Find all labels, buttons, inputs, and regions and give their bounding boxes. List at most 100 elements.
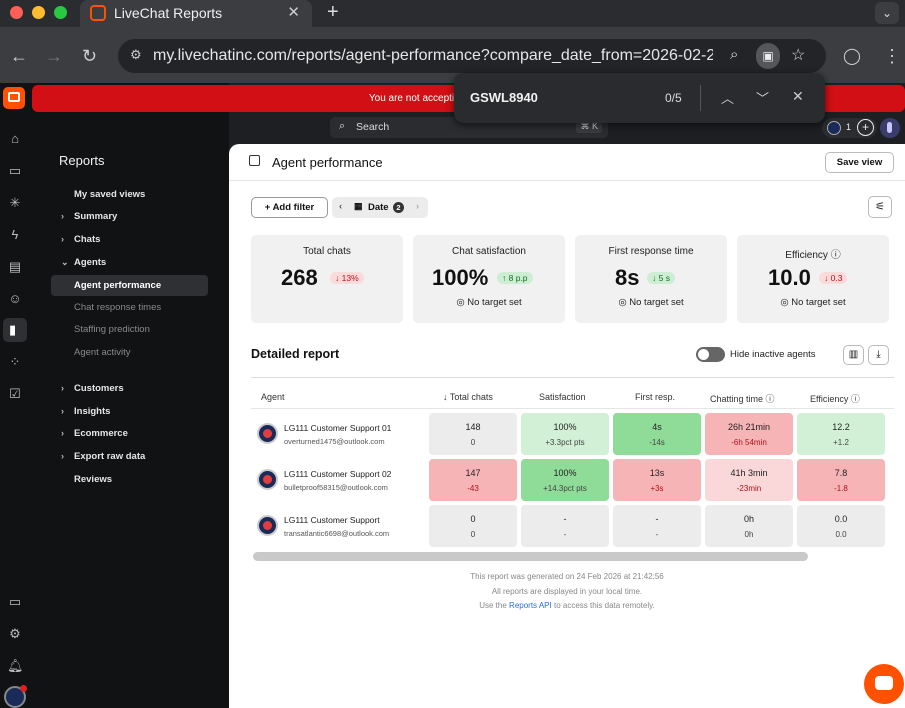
main-panel: Agent performance Save view + Add filter… bbox=[229, 144, 905, 708]
sidebar-item-label: Agent performance bbox=[74, 280, 162, 291]
kpi-card-first-response-time: First response time 8s ↓ 5 s ◎ No target… bbox=[575, 235, 727, 323]
sidebar-item-label: Staffing prediction bbox=[74, 324, 150, 335]
new-tab-button[interactable]: + bbox=[327, 1, 339, 23]
info-icon[interactable]: ⓘ bbox=[765, 394, 775, 404]
columns-icon[interactable]: ▥ bbox=[843, 345, 864, 365]
kpi-delta: 13% bbox=[341, 273, 359, 283]
sidebar-item-label: Reviews bbox=[74, 474, 113, 485]
billing-icon[interactable]: ▭ bbox=[8, 594, 22, 609]
bookmark-star-icon[interactable]: ☆ bbox=[791, 47, 806, 64]
sidebar-item-chat-response-times[interactable]: Chat response times bbox=[51, 297, 208, 318]
customize-icon[interactable]: ⚟ bbox=[868, 196, 892, 218]
forward-button[interactable]: → bbox=[45, 46, 63, 66]
col-agent[interactable]: Agent bbox=[261, 392, 285, 402]
sidebar-item-reviews[interactable]: Reviews bbox=[51, 469, 208, 490]
col-first-resp[interactable]: First resp. bbox=[635, 392, 676, 402]
reports-api-link[interactable]: Reports API bbox=[509, 601, 552, 610]
team-status-widget[interactable]: 1 + bbox=[822, 118, 877, 138]
col-total-chats[interactable]: ↓ Total chats bbox=[443, 392, 493, 402]
kpi-foot-text: No target set bbox=[791, 297, 846, 308]
sidebar-toggle-icon[interactable] bbox=[249, 155, 260, 166]
tasks-icon[interactable]: ☑ bbox=[9, 386, 21, 401]
home-icon[interactable]: ⌂ bbox=[11, 131, 19, 146]
date-filter-chip[interactable]: ‹ ▦ Date 2 › bbox=[332, 197, 428, 218]
chats-icon[interactable]: ▭ bbox=[8, 163, 22, 178]
chevron-right-icon: › bbox=[61, 451, 64, 461]
reports-nav-button[interactable]: ▮ bbox=[3, 318, 27, 342]
date-label: Date bbox=[368, 202, 389, 213]
copilot-button[interactable] bbox=[880, 118, 900, 138]
kpi-value: 268 bbox=[281, 265, 318, 290]
hide-inactive-toggle[interactable] bbox=[696, 347, 725, 362]
sidebar-item-label: Summary bbox=[74, 211, 118, 222]
cell-value: 147 bbox=[465, 468, 481, 478]
minimize-window-icon[interactable] bbox=[32, 6, 45, 19]
page-info-icon[interactable]: ▣ bbox=[756, 43, 780, 69]
add-icon[interactable]: + bbox=[857, 119, 874, 136]
col-satisfaction[interactable]: Satisfaction bbox=[539, 392, 586, 402]
chevron-right-icon[interactable]: › bbox=[416, 201, 420, 212]
cell-delta: - bbox=[563, 530, 567, 539]
cell-total-chats: 147 -43 bbox=[429, 459, 517, 501]
col-chatting-time[interactable]: Chatting time ⓘ bbox=[710, 392, 775, 405]
target-icon: ◎ bbox=[618, 297, 630, 308]
engage-icon[interactable]: ✳ bbox=[9, 195, 21, 210]
save-view-button[interactable]: Save view bbox=[825, 152, 894, 173]
info-icon[interactable]: ⓘ bbox=[830, 250, 841, 261]
site-settings-icon[interactable]: ⚙ bbox=[130, 47, 142, 62]
sidebar-item-summary[interactable]: › Summary bbox=[51, 206, 208, 227]
cell-delta: +14.3pct pts bbox=[543, 484, 587, 493]
cell-value: 0.0 bbox=[834, 514, 848, 524]
close-tab-icon[interactable]: ✕ bbox=[287, 4, 300, 21]
close-window-icon[interactable] bbox=[10, 6, 23, 19]
download-icon[interactable]: ⤓ bbox=[868, 345, 889, 365]
livechat-logo-icon[interactable] bbox=[3, 87, 25, 109]
zoom-icon[interactable]: ⌕ bbox=[730, 46, 739, 63]
find-close-icon[interactable]: ✕ bbox=[792, 88, 804, 104]
col-efficiency[interactable]: Efficiency ⓘ bbox=[810, 392, 860, 405]
chevron-left-icon[interactable]: ‹ bbox=[339, 201, 343, 212]
sidebar-item-staffing-prediction[interactable]: Staffing prediction bbox=[51, 319, 208, 340]
sidebar-item-customers[interactable]: › Customers bbox=[51, 378, 208, 399]
add-filter-button[interactable]: + Add filter bbox=[251, 197, 328, 218]
notifications-icon[interactable]: 🔔︎ bbox=[7, 658, 24, 673]
find-prev-icon[interactable]: ︿ bbox=[721, 91, 735, 106]
url-field[interactable]: ⚙ my.livechatinc.com/reports/agent-perfo… bbox=[118, 39, 826, 73]
team-icon[interactable]: ☺ bbox=[8, 291, 22, 306]
sidebar-item-chats[interactable]: › Chats bbox=[51, 229, 208, 250]
cell-delta: - bbox=[655, 530, 659, 539]
horizontal-scrollbar[interactable] bbox=[253, 552, 808, 561]
target-icon: ◎ bbox=[780, 297, 792, 308]
archives-icon[interactable]: ▤ bbox=[8, 259, 22, 274]
tab-list-button[interactable]: ⌄ bbox=[875, 2, 899, 24]
automation-icon[interactable]: ϟ bbox=[11, 227, 19, 242]
chat-widget-button[interactable] bbox=[864, 664, 904, 704]
kpi-foot: ◎ No target set bbox=[737, 297, 889, 308]
sidebar-item-agent-activity[interactable]: Agent activity bbox=[51, 342, 208, 363]
browser-tab[interactable]: LiveChat Reports ✕ bbox=[80, 0, 312, 27]
user-avatar[interactable] bbox=[4, 685, 27, 708]
kpi-foot: ◎ No target set bbox=[575, 297, 727, 308]
reload-button[interactable]: ↻ bbox=[82, 46, 98, 66]
kpi-title: Efficiency ⓘ bbox=[737, 246, 889, 261]
kpi-title: Total chats bbox=[303, 246, 351, 257]
sidebar-item-ecommerce[interactable]: › Ecommerce bbox=[51, 423, 208, 444]
sidebar-item-agents[interactable]: ⌄ Agents bbox=[51, 252, 208, 273]
apps-icon[interactable]: ⁘ bbox=[9, 354, 21, 369]
find-next-icon[interactable]: ﹀ bbox=[756, 91, 770, 106]
chevron-right-icon: › bbox=[61, 383, 64, 393]
settings-icon[interactable]: ⚙ bbox=[9, 626, 21, 641]
profile-icon[interactable]: ◯ bbox=[843, 48, 861, 65]
sidebar-item-saved-views[interactable]: My saved views bbox=[51, 184, 208, 205]
cell-value: 26h 21min bbox=[727, 422, 771, 432]
hide-inactive-label: Hide inactive agents bbox=[730, 349, 816, 360]
back-button[interactable]: ← bbox=[10, 46, 28, 66]
sidebar-item-agent-performance[interactable]: Agent performance bbox=[51, 275, 208, 296]
sidebar-item-insights[interactable]: › Insights bbox=[51, 401, 208, 422]
sidebar-item-export-raw-data[interactable]: › Export raw data bbox=[51, 446, 208, 467]
maximize-window-icon[interactable] bbox=[54, 6, 67, 19]
info-icon[interactable]: ⓘ bbox=[850, 394, 860, 404]
find-input[interactable]: GSWL8940 bbox=[470, 90, 538, 105]
browser-menu-icon[interactable]: ⋮ bbox=[883, 46, 901, 66]
